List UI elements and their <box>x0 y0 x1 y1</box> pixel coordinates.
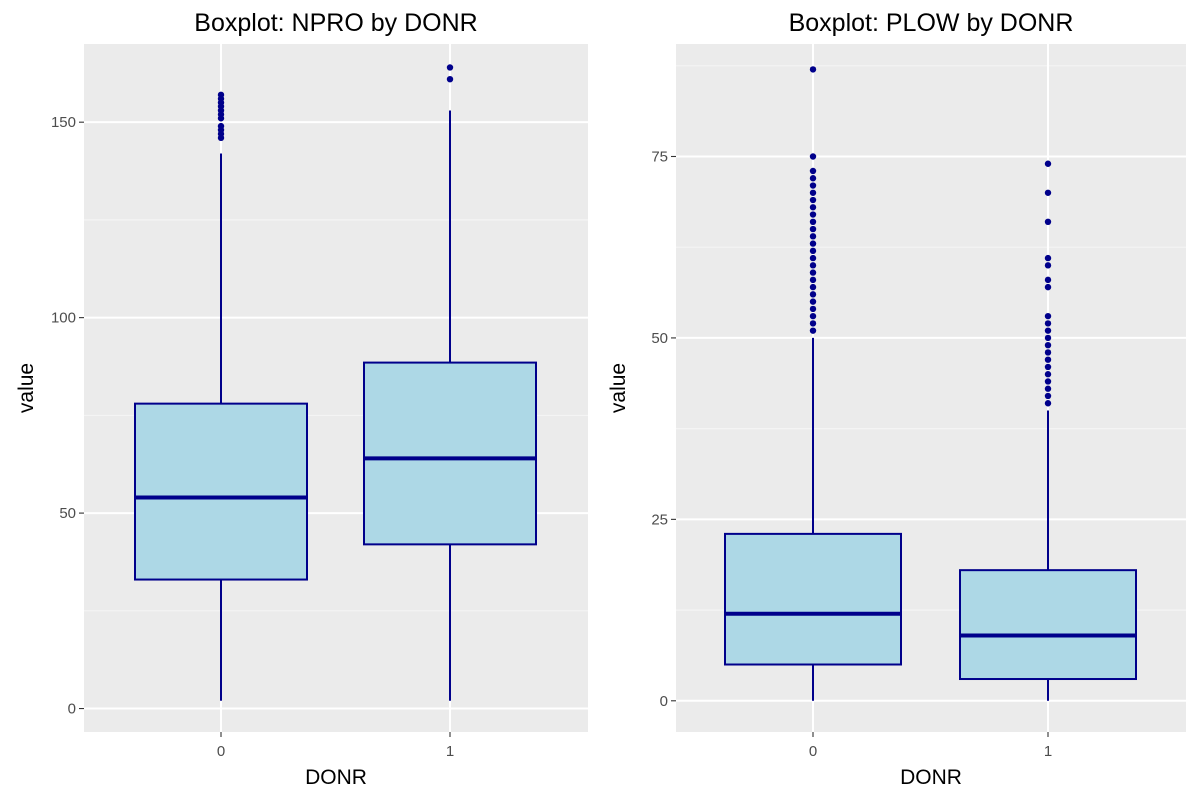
chart-1-box-1-outlier-4 <box>1044 371 1052 378</box>
chart-1-box-1-outlier-7 <box>1044 349 1052 356</box>
chart-1-box-0-outlier-4 <box>809 298 817 305</box>
chart-0-box-1-outlier-1 <box>446 64 454 71</box>
chart-1-box-0-outlier-21 <box>809 175 817 182</box>
chart-1-box-1-outlier-14 <box>1044 276 1052 284</box>
chart-1-box-0-outlier-20 <box>809 182 817 189</box>
chart-0-box-1-iqr-box <box>363 361 537 546</box>
chart-0-y-tick-label-2: 100 <box>51 310 76 327</box>
chart-1-box-0-outlier-12 <box>809 240 817 247</box>
chart-1-box-1-outlier-13 <box>1044 283 1052 291</box>
chart-1-box-0-outlier-8 <box>809 269 817 276</box>
chart-1-box-1-outlier-2 <box>1044 385 1052 392</box>
chart-1-box-0-outlier-13 <box>809 233 817 240</box>
chart-1-x-tick-label-1: 1 <box>1044 743 1052 760</box>
chart-1-box-0-outlier-16 <box>809 211 817 218</box>
chart-1-box-1-outlier-8 <box>1044 341 1052 349</box>
chart-1-box-1-outlier-19 <box>1044 160 1052 167</box>
chart-0-y-tick-label-0: 0 <box>68 701 76 718</box>
chart-0-box-1-outlier-0 <box>446 75 454 83</box>
chart-1-box-0-outlier-23 <box>809 153 817 160</box>
chart-1-box-1-outlier-5 <box>1044 363 1052 371</box>
chart-1-box-1-outlier-11 <box>1044 320 1052 327</box>
chart-0-title: Boxplot: NPRO by DONR <box>194 9 477 37</box>
chart-1-box-1-outlier-1 <box>1044 392 1052 400</box>
chart-1-box-0-outlier-0 <box>809 327 817 334</box>
chart-0-y-tick-label-3: 150 <box>51 114 76 131</box>
chart-1-box-0-outlier-5 <box>809 291 817 298</box>
chart-1-box-1-outlier-6 <box>1044 356 1052 363</box>
chart-0-y-tick-label-1: 50 <box>59 505 76 522</box>
chart-1-box-0-outlier-14 <box>809 225 817 233</box>
chart-0-box-0-outlier-3 <box>217 122 225 130</box>
chart-1-box-1-outlier-10 <box>1044 327 1052 334</box>
chart-1-title: Boxplot: PLOW by DONR <box>789 9 1074 37</box>
chart-1-box-0-outlier-7 <box>809 276 817 284</box>
chart-1-box-0-outlier-2 <box>809 312 817 320</box>
chart-1-box-1-outlier-12 <box>1044 312 1052 320</box>
chart-1-x-axis-title: DONR <box>900 766 962 789</box>
chart-1-box-1-iqr-box <box>959 569 1137 681</box>
chart-1-box-1-outlier-9 <box>1044 334 1052 342</box>
chart-1-y-tick-label-3: 75 <box>651 148 668 165</box>
chart-1-box-1-outlier-15 <box>1044 262 1052 269</box>
chart-1-box-0-outlier-24 <box>809 66 817 73</box>
chart-1-panel: 0 25 50 75 0 1 Boxplot: PLOW by DONR DONR value <box>607 9 1186 789</box>
chart-0-box-0-iqr-box <box>134 402 308 581</box>
chart-1-box-0-iqr-box <box>724 532 902 666</box>
chart-1-y-tick-label-0: 0 <box>660 693 668 710</box>
chart-1-box-1-outlier-18 <box>1044 189 1052 196</box>
chart-1-box-0-outlier-6 <box>809 283 817 291</box>
chart-1-box-1-outlier-0 <box>1044 400 1052 407</box>
chart-1-box-0-outlier-9 <box>809 262 817 269</box>
chart-1-box-0-outlier-17 <box>809 204 817 211</box>
chart-0-x-axis-title: DONR <box>305 766 367 789</box>
chart-1-box-0-outlier-22 <box>809 167 817 175</box>
chart-1-box-1-outlier-17 <box>1044 218 1052 226</box>
chart-0-panel: 0 50 100 150 0 1 Boxplot: NPRO by DONR DONR valu… <box>15 9 588 789</box>
chart-1-box-0-outlier-11 <box>809 247 817 255</box>
chart-0-x-tick-label-1: 1 <box>446 743 454 760</box>
chart-1-box-1-outlier-3 <box>1044 378 1052 385</box>
chart-1-box-0-outlier-1 <box>809 320 817 327</box>
chart-1-y-tick-label-2: 50 <box>651 330 668 347</box>
chart-1-box-0-outlier-19 <box>809 189 817 196</box>
chart-1-box-0-outlier-3 <box>809 305 817 313</box>
chart-0-box-0-outlier-10 <box>217 91 225 99</box>
chart-1-box-0-outlier-10 <box>809 254 817 262</box>
chart-1-box-0-outlier-18 <box>809 196 817 204</box>
chart-1-x-tick-label-0: 0 <box>809 743 817 760</box>
chart-1-y-tick-label-1: 25 <box>651 511 668 528</box>
chart-1-box-0-outlier-15 <box>809 218 817 226</box>
chart-0-x-tick-label-0: 0 <box>217 743 225 760</box>
chart-0-y-axis-title: value <box>15 363 38 413</box>
chart-1-box-1-outlier-16 <box>1044 254 1052 262</box>
chart-1-y-axis-title: value <box>607 363 630 413</box>
